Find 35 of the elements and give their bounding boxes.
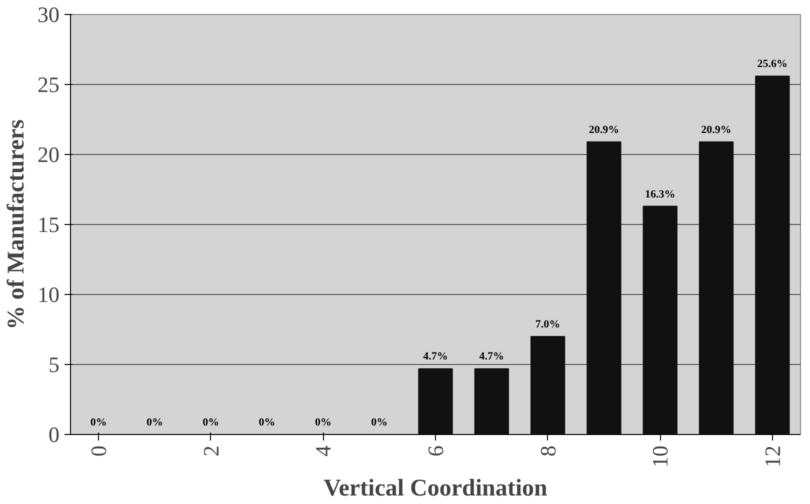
data-label: 0% xyxy=(90,416,107,428)
x-tick-label: 8 xyxy=(535,446,560,456)
data-label: 4.7% xyxy=(423,350,448,363)
data-label: 20.9% xyxy=(701,124,732,136)
x-tick-label: 12 xyxy=(760,446,785,468)
x-tick-label: 4 xyxy=(310,446,336,456)
data-label: 0% xyxy=(202,416,220,428)
data-label: 0% xyxy=(258,416,276,428)
data-label: 0% xyxy=(146,416,163,428)
y-tick-label: 5 xyxy=(48,352,60,377)
bar xyxy=(418,368,453,434)
y-tick-label: 25 xyxy=(38,72,60,97)
data-label: 20.9% xyxy=(588,124,620,136)
y-tick-label: 10 xyxy=(38,282,60,307)
data-label: 25.6% xyxy=(757,58,788,70)
y-tick-label: 30 xyxy=(38,2,60,27)
data-label: 16.3% xyxy=(644,188,676,200)
y-tick-label: 15 xyxy=(38,212,60,237)
x-tick-label: 10 xyxy=(648,446,673,468)
bar xyxy=(698,141,734,434)
bar xyxy=(642,206,678,434)
x-tick-label: 2 xyxy=(198,446,224,456)
bar xyxy=(586,141,622,434)
x-tick-label: 6 xyxy=(423,446,448,456)
y-axis-title: % of Manufacturers xyxy=(4,119,30,330)
data-label: 4.7% xyxy=(479,350,504,363)
x-tick-label: 0 xyxy=(86,446,112,456)
bar xyxy=(755,76,790,434)
data-label: 0% xyxy=(371,416,388,428)
y-tick-label: 20 xyxy=(38,142,60,167)
data-label: 7.0% xyxy=(535,318,560,330)
x-axis-title: Vertical Coordination xyxy=(324,476,548,502)
bar xyxy=(530,336,566,434)
data-label: 0% xyxy=(314,416,332,428)
bar xyxy=(474,368,509,434)
